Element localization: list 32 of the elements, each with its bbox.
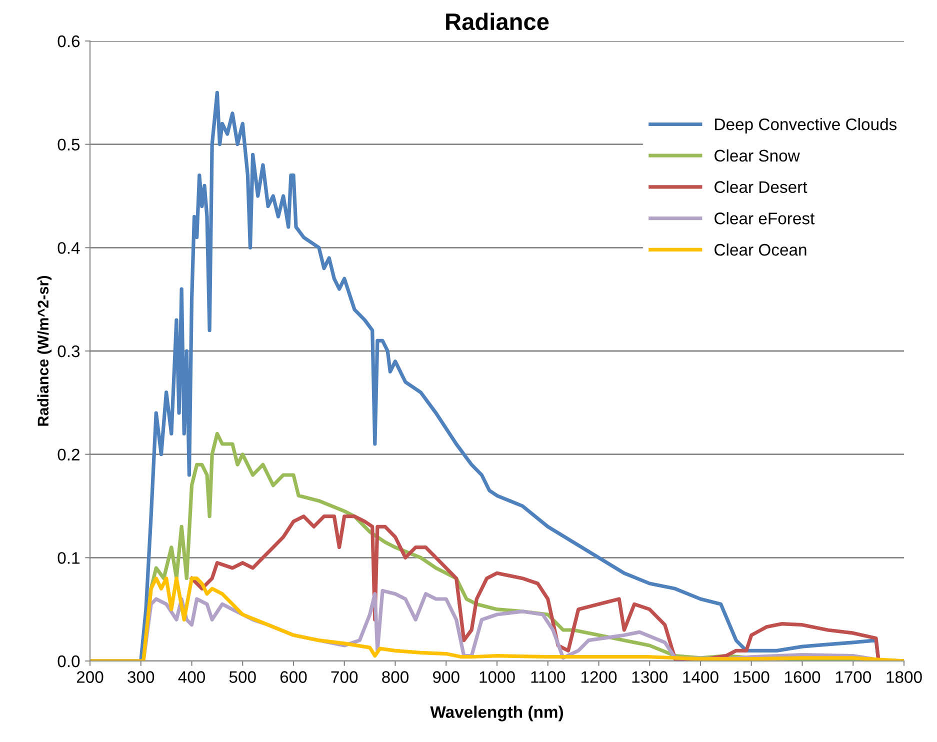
x-tick-label: 1200 xyxy=(581,671,617,683)
x-tick-label: 800 xyxy=(382,671,409,683)
legend-label: Deep Convective Clouds xyxy=(715,118,897,134)
x-tick-label: 1000 xyxy=(480,671,515,683)
x-tick-label: 1700 xyxy=(836,671,872,683)
x-tick-label: 500 xyxy=(229,671,256,683)
x-tick-label: 1400 xyxy=(683,671,718,683)
x-axis-title: Wavelength (nm) xyxy=(430,706,563,722)
x-tick-label: 600 xyxy=(280,671,307,683)
y-tick-label: 0.5 xyxy=(58,138,80,151)
x-tick-label: 1800 xyxy=(886,671,922,683)
x-tick-label: 1300 xyxy=(632,671,668,683)
x-tick-label: 400 xyxy=(178,671,206,683)
chart-title: Radiance xyxy=(446,12,549,30)
y-tick-label: 0.1 xyxy=(58,552,80,564)
x-tick-label: 900 xyxy=(433,671,460,683)
y-tick-label: 0.6 xyxy=(58,35,80,48)
x-tick-label: 1600 xyxy=(784,671,820,683)
legend-label: Clear Desert xyxy=(714,180,808,193)
legend-label: Clear eForest xyxy=(714,212,815,224)
x-tick-label: 300 xyxy=(128,671,154,683)
y-axis-title: Radiance (W/m^2-sr) xyxy=(37,276,52,426)
legend-label: Clear Snow xyxy=(714,149,800,162)
y-tick-label: 0.2 xyxy=(58,448,80,461)
legend-label: Clear Ocean xyxy=(714,243,806,256)
y-tick-label: 0.4 xyxy=(58,242,80,254)
x-tick-label: 1100 xyxy=(531,671,566,683)
y-tick-label: 0.0 xyxy=(58,655,80,668)
y-tick-label: 0.3 xyxy=(58,345,80,358)
x-tick-label: 1500 xyxy=(734,671,770,683)
x-tick-label: 200 xyxy=(76,671,104,683)
x-tick-label: 700 xyxy=(331,671,358,683)
